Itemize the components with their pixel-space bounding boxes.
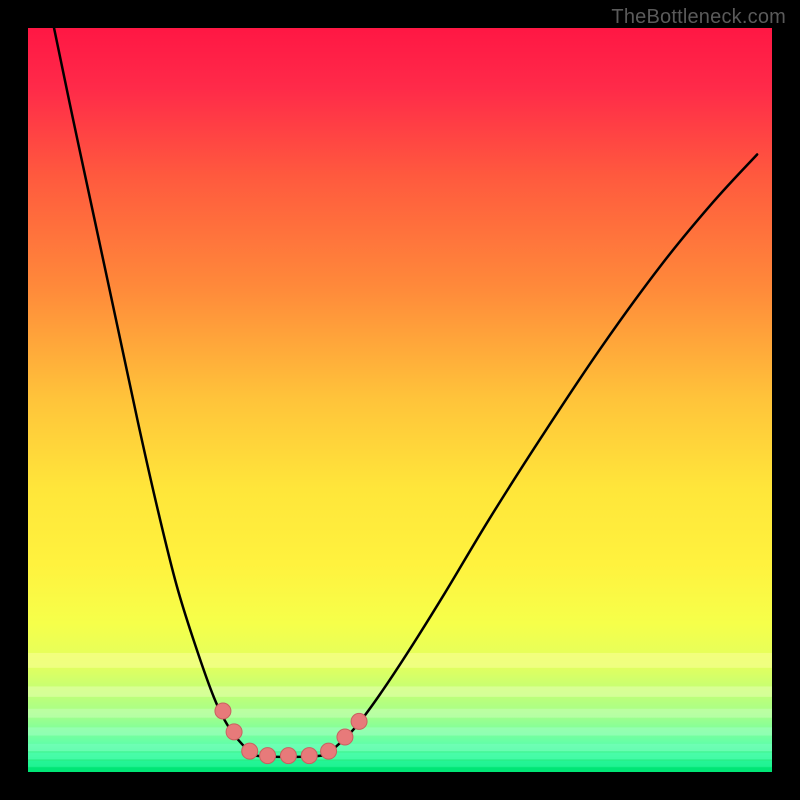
gradient-band: [28, 744, 772, 751]
gradient-band: [28, 761, 772, 767]
bottleneck-curve-chart: [28, 28, 772, 772]
data-point-marker: [301, 748, 317, 764]
gradient-band: [28, 753, 772, 760]
data-point-marker: [351, 713, 367, 729]
data-point-marker: [215, 703, 231, 719]
gradient-band: [28, 709, 772, 718]
data-point-marker: [242, 743, 258, 759]
data-point-marker: [226, 724, 242, 740]
gradient-band: [28, 686, 772, 696]
data-point-marker: [337, 729, 353, 745]
watermark: TheBottleneck.com: [611, 6, 786, 29]
gradient-band: [28, 768, 772, 772]
data-point-marker: [260, 748, 276, 764]
gradient-band: [28, 727, 772, 735]
data-point-marker: [321, 743, 337, 759]
chart-svg: [28, 28, 772, 772]
data-point-marker: [280, 748, 296, 764]
